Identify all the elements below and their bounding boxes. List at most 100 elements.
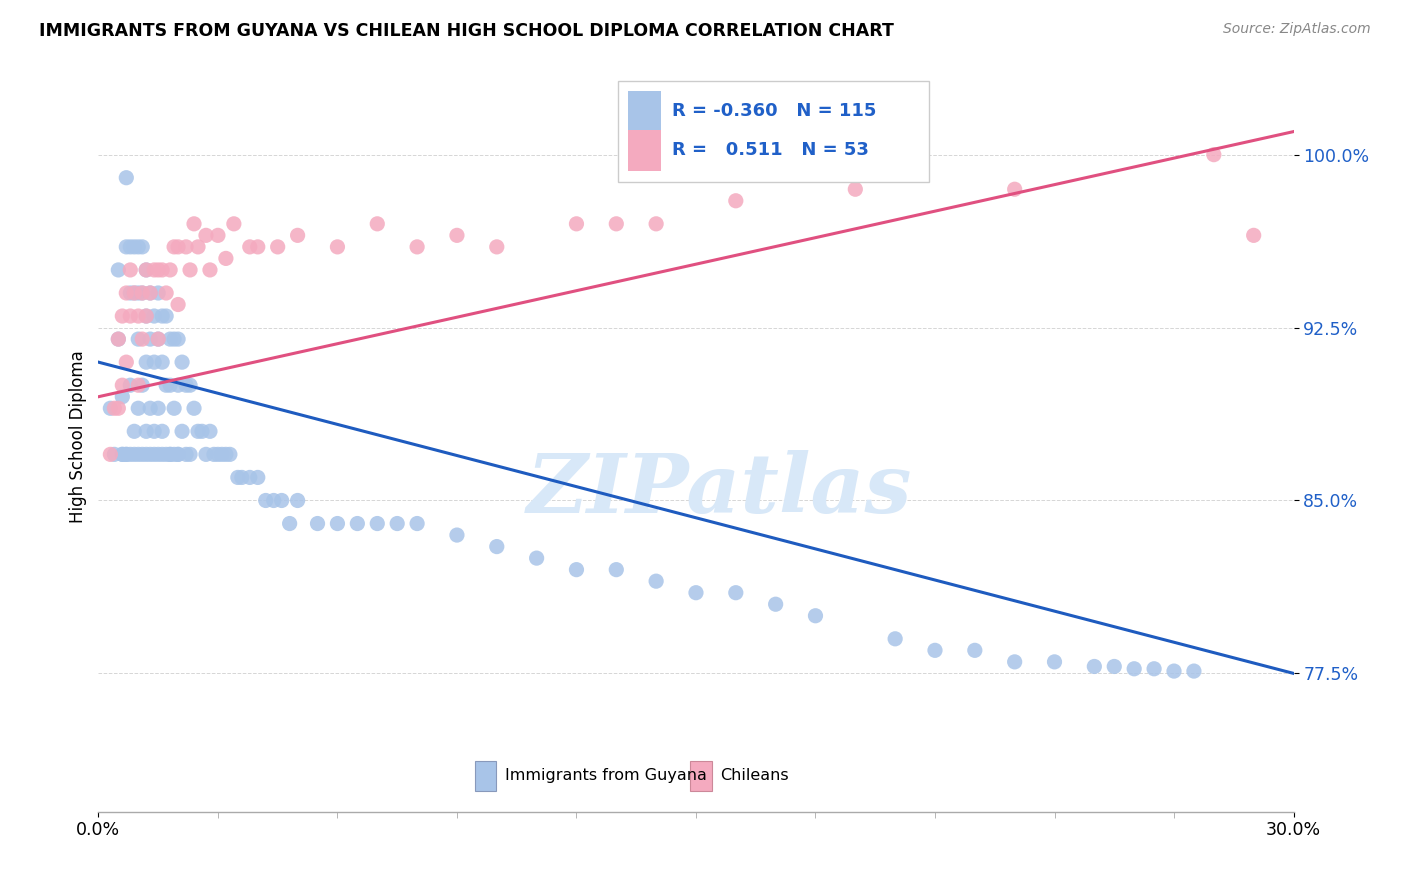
Point <box>605 563 627 577</box>
Bar <box>619 81 929 182</box>
Point <box>150 355 173 369</box>
Point <box>844 182 866 196</box>
Point <box>135 309 157 323</box>
Point <box>207 447 229 461</box>
Point <box>120 447 142 461</box>
Point <box>143 447 166 461</box>
Point <box>107 332 129 346</box>
Point <box>115 285 138 300</box>
Point <box>215 447 238 461</box>
Point <box>107 332 129 346</box>
Point <box>765 597 787 611</box>
Point <box>202 447 225 461</box>
Point <box>143 309 166 323</box>
Point <box>131 447 153 461</box>
Point <box>287 493 309 508</box>
Point <box>139 285 162 300</box>
Point <box>127 401 149 416</box>
Point <box>111 447 134 461</box>
Point <box>159 263 181 277</box>
Point <box>120 240 142 254</box>
Point <box>1202 147 1225 161</box>
Point <box>150 309 173 323</box>
Point <box>174 240 197 254</box>
Point <box>148 401 170 416</box>
Point <box>1163 664 1185 678</box>
Point <box>565 217 588 231</box>
Text: Immigrants from Guyana: Immigrants from Guyana <box>505 768 707 783</box>
Point <box>124 425 146 439</box>
Point <box>127 309 149 323</box>
Point <box>127 285 149 300</box>
Point <box>124 285 146 300</box>
Point <box>103 447 125 461</box>
Point <box>135 263 157 277</box>
Point <box>135 355 157 369</box>
Point <box>239 240 262 254</box>
Point <box>111 447 134 461</box>
Point <box>115 355 138 369</box>
Point <box>1043 655 1066 669</box>
Point <box>187 425 209 439</box>
Point <box>131 332 153 346</box>
Point <box>98 447 122 461</box>
Point <box>148 332 170 346</box>
Point <box>159 447 181 461</box>
Point <box>307 516 329 531</box>
Point <box>645 217 668 231</box>
Point <box>115 170 138 185</box>
Point <box>120 378 142 392</box>
Point <box>131 378 153 392</box>
Point <box>148 285 170 300</box>
Point <box>124 447 146 461</box>
Point <box>155 285 177 300</box>
Point <box>446 228 468 243</box>
Point <box>485 240 508 254</box>
Point <box>1083 659 1105 673</box>
Point <box>120 263 142 277</box>
Point <box>139 447 162 461</box>
Point <box>1123 662 1146 676</box>
Text: ZIPatlas: ZIPatlas <box>527 450 912 530</box>
Point <box>159 332 181 346</box>
Point <box>155 309 177 323</box>
Point <box>143 263 166 277</box>
Point <box>115 240 138 254</box>
Point <box>148 263 170 277</box>
Point <box>963 643 986 657</box>
Bar <box>628 130 661 171</box>
Point <box>174 378 197 392</box>
Point <box>254 493 277 508</box>
Point <box>167 332 190 346</box>
Point <box>139 285 162 300</box>
Point <box>120 285 142 300</box>
Point <box>219 447 242 461</box>
Point <box>724 194 747 208</box>
Point <box>124 240 146 254</box>
Point <box>111 390 134 404</box>
Point <box>724 585 747 599</box>
Point <box>207 228 229 243</box>
Point <box>115 447 138 461</box>
Bar <box>475 761 496 790</box>
Point <box>191 425 214 439</box>
Point <box>187 240 209 254</box>
Point <box>1182 664 1205 678</box>
Point <box>226 470 249 484</box>
Point <box>135 447 157 461</box>
Point <box>98 401 122 416</box>
Point <box>103 401 125 416</box>
Point <box>111 378 134 392</box>
Point <box>163 447 186 461</box>
Point <box>924 643 946 657</box>
Point <box>111 309 134 323</box>
Point <box>179 263 201 277</box>
Point <box>246 240 269 254</box>
Point <box>239 470 262 484</box>
Point <box>231 470 253 484</box>
Bar <box>628 91 661 132</box>
Point <box>159 447 181 461</box>
Point <box>179 447 201 461</box>
Point <box>195 447 218 461</box>
Point <box>167 447 190 461</box>
